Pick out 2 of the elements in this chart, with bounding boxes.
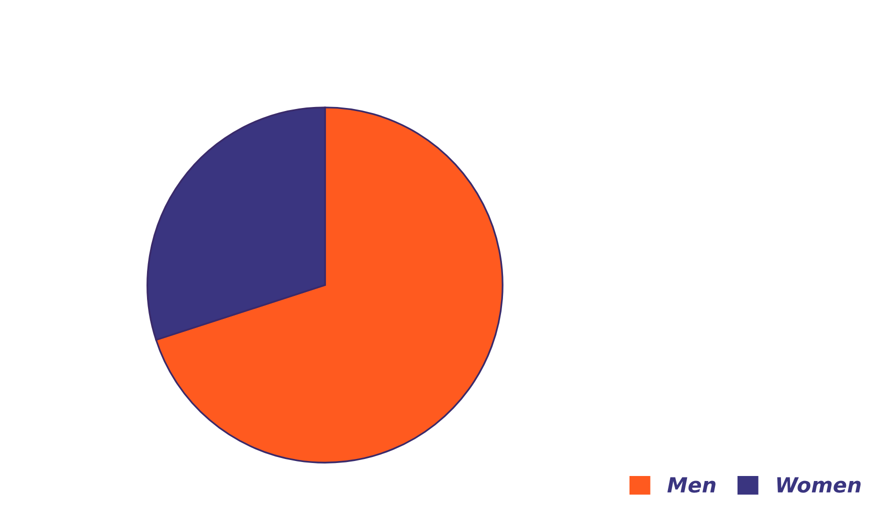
legend-label: Men [667, 477, 716, 493]
legend-label: Women [777, 477, 861, 493]
